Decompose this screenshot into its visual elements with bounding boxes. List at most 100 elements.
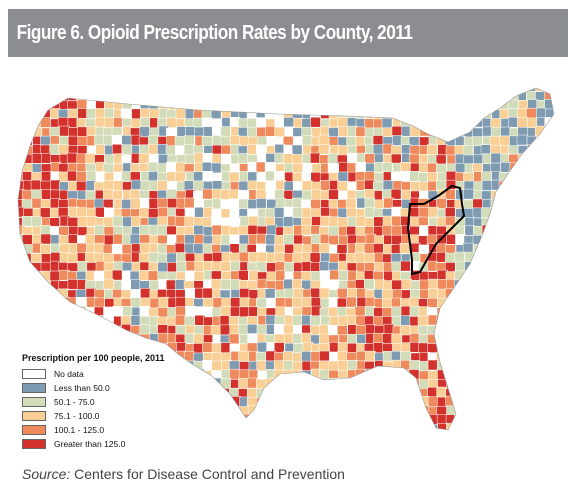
county-cell — [238, 432, 248, 442]
county-cell — [201, 98, 213, 110]
county-cell — [363, 315, 375, 327]
county-cell — [310, 116, 321, 128]
county-cell — [18, 325, 25, 336]
county-cell — [275, 297, 286, 309]
legend-swatch — [22, 382, 46, 393]
county-cell — [103, 217, 114, 228]
county-cell — [418, 395, 430, 407]
county-cell — [526, 315, 538, 326]
county-cell — [201, 117, 213, 129]
county-cell — [445, 332, 457, 344]
county-cell — [311, 423, 322, 430]
county-cell — [139, 333, 151, 345]
county-cell — [553, 109, 554, 121]
county-cell — [535, 297, 546, 308]
county-cell — [365, 433, 375, 443]
county-cell — [354, 252, 366, 263]
county-cell — [329, 433, 339, 443]
county-cell — [337, 325, 348, 336]
county-cell — [508, 415, 520, 426]
county-cell — [21, 216, 33, 227]
county-cell — [535, 433, 545, 443]
county-cell — [184, 234, 195, 245]
county-cell — [310, 287, 321, 299]
county-cell — [409, 432, 419, 442]
county-cell — [247, 434, 257, 444]
county-cell — [535, 360, 547, 371]
county-cell — [500, 333, 511, 345]
county-cell — [103, 332, 114, 344]
county-cell — [435, 333, 447, 345]
county-cell — [50, 179, 61, 191]
county-cell — [499, 289, 511, 300]
county-cell — [174, 314, 186, 326]
county-cell — [464, 369, 475, 380]
county-cell — [453, 305, 465, 317]
county-cell — [230, 396, 241, 407]
county-cell — [148, 251, 160, 263]
county-cell — [391, 433, 401, 443]
county-cell — [93, 270, 105, 282]
county-cell — [464, 397, 475, 408]
county-cell — [534, 125, 546, 137]
county-cell — [489, 386, 501, 398]
county-cell — [310, 405, 321, 416]
county-cell — [338, 396, 349, 407]
county-cell — [346, 405, 357, 416]
us-county-map — [8, 68, 568, 464]
county-cell — [139, 224, 150, 236]
county-cell — [31, 306, 43, 318]
county-cell — [526, 216, 537, 228]
county-cell — [85, 333, 96, 345]
county-cell — [40, 244, 51, 255]
county-cell — [373, 388, 385, 399]
county-cell — [131, 88, 142, 93]
county-cell — [356, 98, 368, 110]
county-cell — [429, 433, 439, 443]
county-cell — [329, 396, 341, 407]
county-cell — [176, 261, 187, 273]
county-cell — [553, 387, 554, 399]
county-cell — [417, 315, 429, 327]
county-cell — [229, 368, 240, 380]
legend-label: 100.1 - 125.0 — [54, 424, 105, 435]
county-cell — [275, 91, 286, 102]
county-cell — [32, 271, 43, 282]
county-cell — [311, 189, 322, 200]
county-cell — [266, 224, 278, 236]
county-cell — [265, 314, 276, 326]
county-cell — [248, 423, 259, 430]
county-cell — [391, 306, 402, 318]
county-cell — [455, 352, 467, 363]
county-cell — [356, 296, 368, 308]
county-cell — [193, 424, 205, 430]
county-cell — [408, 413, 420, 425]
county-cell — [257, 405, 269, 417]
county-cell — [221, 397, 232, 408]
county-cell — [228, 171, 240, 183]
county-cell — [76, 242, 88, 254]
county-cell — [102, 188, 114, 200]
county-cell — [95, 108, 106, 119]
county-cell — [318, 90, 330, 101]
county-cell — [518, 270, 529, 282]
county-cell — [264, 207, 276, 219]
legend-label: Greater than 125.0 — [54, 438, 126, 449]
county-cell — [265, 423, 276, 430]
county-cell — [220, 423, 231, 430]
county-cell — [464, 107, 476, 119]
county-cell — [30, 179, 42, 191]
county-cell — [554, 378, 564, 388]
county-cell — [67, 307, 78, 318]
county-cell — [31, 314, 43, 326]
county-cell — [202, 287, 214, 299]
county-cell — [328, 189, 339, 201]
county-cell — [408, 88, 420, 93]
county-cell — [194, 315, 205, 326]
county-cell — [337, 217, 349, 228]
figure-title: Figure 6. Opioid Prescription Rates by C… — [16, 21, 413, 44]
county-cell — [553, 171, 554, 183]
county-cell — [355, 162, 366, 173]
county-cell — [292, 197, 303, 209]
county-cell — [364, 99, 375, 111]
